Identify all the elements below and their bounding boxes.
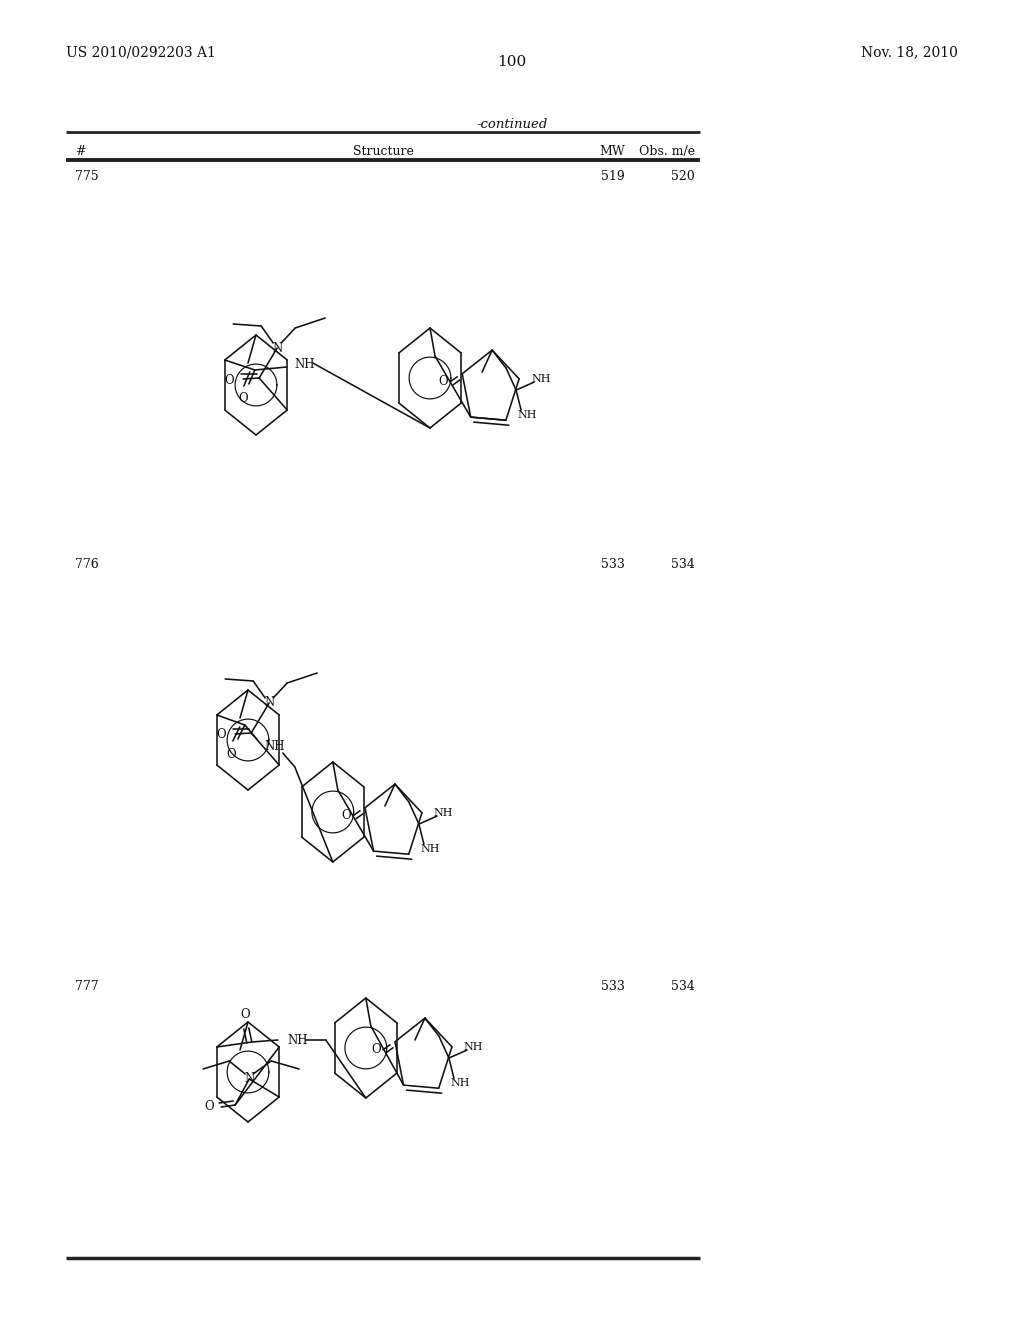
Text: US 2010/0292203 A1: US 2010/0292203 A1 — [66, 45, 216, 59]
Text: O: O — [205, 1101, 214, 1114]
Text: NH: NH — [295, 359, 315, 371]
Text: O: O — [216, 729, 226, 742]
Text: #: # — [75, 145, 85, 158]
Text: O: O — [240, 1007, 250, 1020]
Text: O: O — [226, 748, 236, 762]
Text: NH: NH — [265, 741, 286, 754]
Text: Structure: Structure — [352, 145, 414, 158]
Text: 100: 100 — [498, 55, 526, 69]
Text: Nov. 18, 2010: Nov. 18, 2010 — [861, 45, 958, 59]
Text: NH: NH — [518, 411, 538, 420]
Text: N: N — [272, 342, 283, 355]
Text: NH: NH — [531, 374, 551, 384]
Text: O: O — [341, 809, 351, 822]
Text: -continued: -continued — [476, 117, 548, 131]
Text: Obs. m/e: Obs. m/e — [639, 145, 695, 158]
Text: N: N — [244, 1072, 254, 1085]
Text: 520: 520 — [672, 170, 695, 183]
Text: 776: 776 — [75, 558, 98, 572]
Text: N: N — [264, 697, 274, 710]
Text: 533: 533 — [601, 558, 625, 572]
Text: 519: 519 — [601, 170, 625, 183]
Text: O: O — [372, 1043, 381, 1056]
Text: NH: NH — [434, 808, 454, 818]
Text: 534: 534 — [671, 558, 695, 572]
Text: O: O — [238, 392, 248, 404]
Text: NH: NH — [288, 1034, 308, 1047]
Text: 533: 533 — [601, 979, 625, 993]
Text: O: O — [224, 374, 234, 387]
Text: 777: 777 — [75, 979, 98, 993]
Text: O: O — [438, 375, 449, 388]
Text: MW: MW — [599, 145, 625, 158]
Text: NH: NH — [464, 1041, 483, 1052]
Text: 775: 775 — [75, 170, 98, 183]
Text: NH: NH — [421, 845, 440, 854]
Text: NH: NH — [451, 1078, 470, 1088]
Text: 534: 534 — [671, 979, 695, 993]
